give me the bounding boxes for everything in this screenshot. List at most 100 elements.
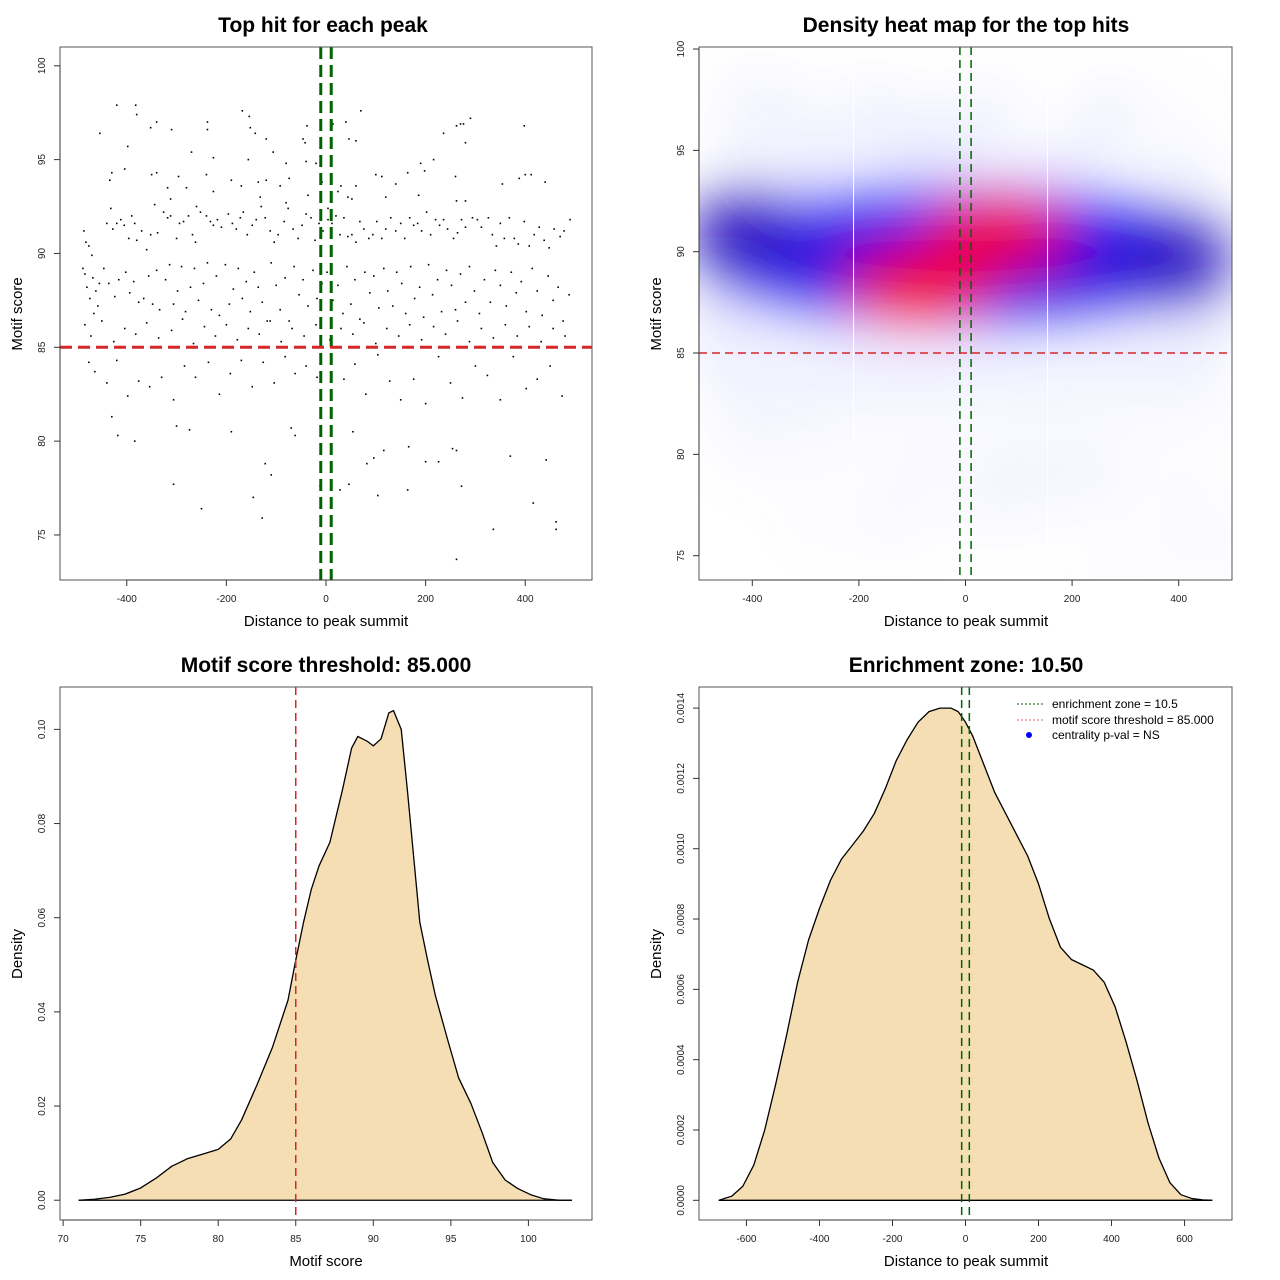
scatter-points bbox=[82, 104, 571, 561]
scatter-point bbox=[92, 277, 94, 279]
x-tick-label: 0 bbox=[963, 594, 969, 605]
scatter-point bbox=[227, 213, 230, 215]
density-contribution bbox=[1138, 395, 1167, 424]
scatter-point bbox=[505, 305, 508, 307]
scatter-point bbox=[373, 457, 375, 459]
scatter-point bbox=[247, 158, 250, 161]
x-tick-label: -200 bbox=[216, 594, 236, 605]
density-contribution bbox=[727, 77, 756, 106]
scatter-point bbox=[249, 310, 252, 313]
scatter-point bbox=[394, 183, 397, 185]
scatter-point bbox=[555, 528, 557, 531]
x-tick-label: -400 bbox=[742, 594, 762, 605]
y-axis: 0.00 0.02 0.04 0.06 0.08 0.10 bbox=[37, 719, 61, 1210]
scatter-point bbox=[332, 123, 334, 125]
scatter-point bbox=[249, 126, 252, 129]
density-contribution bbox=[994, 389, 1023, 418]
scatter-point bbox=[245, 280, 248, 283]
reference-lines bbox=[60, 47, 592, 580]
scatter-point bbox=[292, 228, 294, 230]
density-fill bbox=[718, 708, 1213, 1201]
scatter-point bbox=[552, 327, 554, 330]
scatter-point bbox=[372, 233, 374, 236]
scatter-point bbox=[140, 230, 143, 232]
y-tick-label: 0.00 bbox=[37, 1190, 48, 1210]
scatter-point bbox=[480, 226, 483, 228]
scatter-point bbox=[562, 320, 564, 322]
x-tick-label: 80 bbox=[213, 1234, 225, 1245]
x-tick-label: 200 bbox=[1064, 594, 1081, 605]
scatter-point bbox=[347, 196, 349, 198]
scatter-point bbox=[480, 327, 483, 330]
scatter-point bbox=[248, 115, 251, 118]
scatter-point bbox=[212, 156, 215, 159]
density-contribution bbox=[992, 312, 1021, 341]
scatter-point bbox=[224, 263, 227, 266]
y-axis: 75 80 85 90 95 100 bbox=[676, 40, 700, 561]
scatter-point bbox=[322, 230, 324, 232]
density-contribution bbox=[945, 488, 974, 517]
scatter-point bbox=[455, 125, 458, 127]
scatter-point bbox=[97, 305, 99, 307]
scatter-point bbox=[170, 329, 173, 332]
scatter-point bbox=[544, 181, 546, 183]
scatter-point bbox=[164, 278, 167, 281]
scatter-point bbox=[294, 372, 296, 375]
scatter-point bbox=[326, 271, 328, 274]
scatter-point bbox=[409, 265, 412, 268]
scatter-point bbox=[199, 211, 202, 213]
scatter-point bbox=[202, 282, 205, 285]
reference-lines bbox=[960, 687, 971, 1220]
x-axis-label: Motif score bbox=[289, 1253, 362, 1270]
density-contribution bbox=[918, 434, 947, 463]
density-contribution bbox=[837, 389, 866, 418]
scatter-point bbox=[339, 233, 341, 236]
x-tick-label: 70 bbox=[58, 1234, 70, 1245]
x-tick-label: 0 bbox=[963, 1234, 969, 1245]
scatter-point bbox=[259, 196, 262, 198]
scatter-point bbox=[437, 355, 440, 358]
scatter-point bbox=[160, 376, 163, 379]
density-contribution bbox=[872, 381, 901, 410]
scatter-point bbox=[264, 216, 267, 219]
y-axis: 0.0000 0.0002 0.0004 0.0006 0.0008 0.0010 0.00… bbox=[676, 692, 700, 1216]
density-contribution bbox=[824, 103, 853, 132]
scatter-point bbox=[123, 168, 126, 170]
scatter-point bbox=[541, 314, 543, 317]
scatter-point bbox=[212, 190, 215, 193]
density-contribution bbox=[1130, 535, 1159, 564]
scatter-point bbox=[181, 318, 184, 320]
density-peak bbox=[699, 195, 797, 276]
scatter-point bbox=[108, 282, 110, 285]
scatter-point bbox=[88, 361, 90, 364]
scatter-point bbox=[137, 380, 140, 382]
scatter-point bbox=[172, 303, 175, 305]
scatter-point bbox=[380, 237, 383, 240]
y-axis-label: Motif score bbox=[9, 277, 26, 350]
y-tick-label: 0.06 bbox=[37, 908, 48, 928]
scatter-point bbox=[172, 483, 175, 486]
y-tick-label: 0.02 bbox=[37, 1096, 48, 1116]
x-tick-label: 85 bbox=[290, 1234, 302, 1245]
scatter-point bbox=[533, 233, 536, 236]
scatter-point bbox=[413, 297, 416, 300]
scatter-point bbox=[340, 185, 342, 187]
x-tick-label: -400 bbox=[117, 594, 137, 605]
scatter-point bbox=[177, 175, 180, 178]
scatter-point bbox=[130, 215, 133, 217]
density-contribution bbox=[711, 310, 740, 339]
density-contribution bbox=[1097, 393, 1126, 422]
scatter-point bbox=[515, 292, 518, 294]
x-tick-label: 100 bbox=[520, 1234, 537, 1245]
scatter-point bbox=[205, 173, 208, 176]
scatter-point bbox=[512, 355, 515, 358]
scatter-point bbox=[128, 292, 131, 294]
scatter-point bbox=[432, 158, 435, 161]
scatter-point bbox=[543, 239, 545, 242]
scatter-point bbox=[489, 301, 492, 304]
scatter-point bbox=[492, 337, 495, 339]
scatter-point bbox=[302, 278, 304, 281]
scatter-point bbox=[523, 220, 526, 223]
scatter-point bbox=[438, 224, 441, 227]
scatter-point bbox=[495, 245, 498, 247]
